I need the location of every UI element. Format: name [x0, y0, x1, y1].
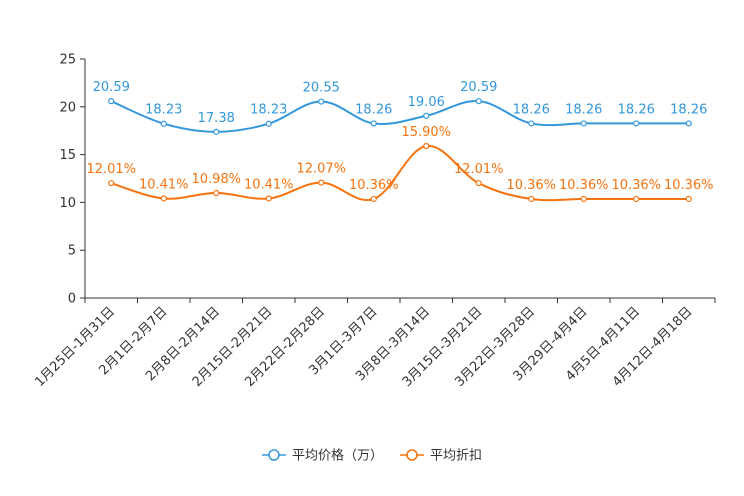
- data-label: 15.90%: [401, 125, 451, 140]
- data-label: 19.06: [408, 95, 445, 110]
- data-point[interactable]: [108, 98, 115, 105]
- data-label: 18.26: [355, 102, 392, 117]
- data-point[interactable]: [213, 128, 220, 135]
- data-label: 10.36%: [506, 178, 556, 193]
- y-tick-label: 20: [59, 100, 76, 115]
- data-point[interactable]: [685, 120, 692, 127]
- data-label: 20.55: [303, 81, 340, 96]
- data-label: 12.01%: [86, 162, 136, 177]
- data-point[interactable]: [475, 98, 482, 105]
- y-tick-label: 25: [59, 53, 76, 68]
- data-label: 12.07%: [296, 162, 346, 177]
- data-point[interactable]: [528, 195, 535, 203]
- data-point[interactable]: [475, 180, 482, 187]
- data-label: 18.23: [250, 103, 287, 118]
- data-point[interactable]: [318, 179, 325, 186]
- data-point[interactable]: [370, 195, 377, 203]
- y-tick-label: 10: [59, 196, 76, 211]
- legend-label: 平均折扣: [430, 449, 482, 464]
- data-point[interactable]: [633, 195, 640, 203]
- data-label: 20.59: [460, 80, 497, 95]
- data-label: 10.41%: [139, 177, 189, 192]
- data-label: 18.26: [513, 102, 550, 117]
- data-label: 10.36%: [664, 178, 714, 193]
- data-label: 10.98%: [191, 172, 241, 187]
- data-label: 10.36%: [349, 178, 399, 193]
- data-point[interactable]: [423, 112, 430, 119]
- series-2: 12.01%10.41% 10.98% 10.41%12.07%10.36%15.9…: [86, 125, 714, 203]
- data-point[interactable]: [108, 180, 115, 187]
- series-layer: 20.59 18.23 17.38 18.23 20.55 18.26 19.06 20.59…: [86, 80, 714, 203]
- data-point[interactable]: [265, 195, 272, 202]
- series-1: 20.59 18.23 17.38 18.23 20.55 18.26 19.06 20.59…: [93, 80, 707, 135]
- data-point[interactable]: [213, 189, 220, 197]
- y-tick-label: 5: [68, 244, 76, 259]
- data-label: 18.26: [565, 102, 602, 117]
- y-tick-label: 0: [68, 292, 76, 307]
- data-label: 18.26: [618, 102, 655, 117]
- data-point[interactable]: [370, 120, 377, 127]
- data-point[interactable]: [160, 195, 167, 202]
- data-point[interactable]: [265, 120, 272, 127]
- data-label: 20.59: [93, 80, 130, 95]
- legend-item-1[interactable]: 平均价格（万）: [262, 448, 383, 464]
- data-label: 10.41%: [244, 177, 294, 192]
- data-label: 12.01%: [454, 162, 504, 177]
- data-point[interactable]: [318, 98, 325, 105]
- data-point[interactable]: [160, 120, 167, 127]
- data-label: 17.38: [198, 111, 235, 126]
- legend-label: 平均价格（万）: [292, 448, 383, 464]
- data-point[interactable]: [580, 195, 587, 203]
- data-point[interactable]: [580, 120, 587, 127]
- data-label: 10.36%: [559, 178, 609, 193]
- legend-marker: [406, 449, 418, 461]
- legend[interactable]: 平均价格（万） 平均折扣: [262, 448, 482, 464]
- data-label: 18.26: [670, 102, 707, 117]
- legend-item-2[interactable]: 平均折扣: [400, 449, 482, 464]
- data-label: 18.23: [145, 103, 182, 118]
- data-point[interactable]: [633, 120, 640, 127]
- data-point[interactable]: [685, 195, 692, 203]
- data-point[interactable]: [423, 142, 430, 150]
- series-line: [110, 100, 689, 133]
- y-tick-label: 15: [59, 148, 76, 163]
- data-point[interactable]: [528, 120, 535, 127]
- legend-marker: [268, 449, 280, 461]
- data-label: 10.36%: [611, 178, 661, 193]
